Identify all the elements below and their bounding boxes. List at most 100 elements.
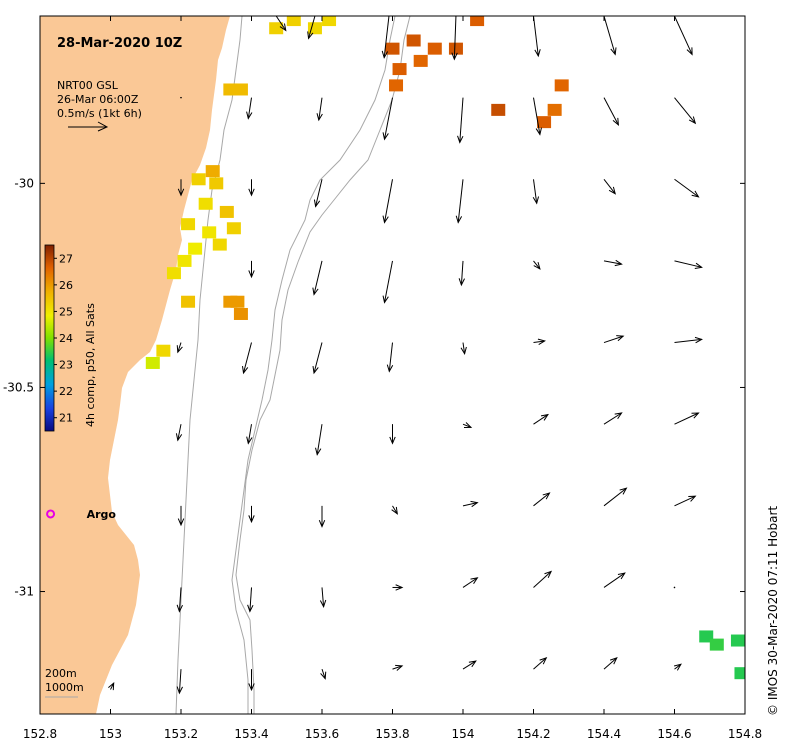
colorbar [44, 244, 55, 432]
vector-head [458, 278, 465, 287]
current-vector [177, 179, 185, 197]
vector-shaft [533, 657, 547, 670]
vector-head [382, 215, 389, 224]
vector-head [389, 436, 396, 445]
current-dot [673, 586, 676, 589]
vector-head [534, 49, 541, 58]
sst-cell [470, 16, 485, 27]
sst-cell [202, 226, 217, 239]
vector-head [608, 186, 616, 195]
colorbar-tick-label: 25 [59, 305, 73, 318]
vector-head [616, 335, 625, 342]
vector-head [688, 495, 697, 502]
vector-head [544, 570, 553, 579]
vector-shaft [674, 663, 682, 670]
vector-head [382, 132, 389, 141]
vector-shaft [533, 16, 539, 57]
vector-shaft [603, 657, 618, 670]
vector-shaft [603, 178, 616, 194]
vector-head [175, 433, 183, 442]
vector-shaft [388, 342, 393, 372]
current-vector [381, 16, 390, 59]
vector-head [451, 52, 458, 61]
current-vector [176, 342, 183, 354]
sst-cell [219, 205, 234, 218]
current-vector [462, 422, 473, 429]
current-vector [242, 342, 252, 375]
map-title: 28-Mar-2020 10Z [57, 36, 182, 51]
vector-head [315, 447, 322, 456]
vector-head [313, 199, 321, 208]
current-vector [391, 505, 398, 515]
sst-cell [699, 630, 714, 643]
current-vector [108, 681, 115, 691]
vector-head [312, 287, 319, 296]
vector-shaft [318, 97, 323, 121]
vector-head [691, 412, 700, 419]
current-vector [382, 260, 393, 304]
vector-head [391, 506, 398, 515]
current-vector [462, 500, 479, 508]
current-vector [176, 587, 183, 613]
current-vector [674, 495, 697, 507]
vector-shaft [392, 665, 403, 670]
vector-shaft [603, 412, 622, 425]
vector-head [540, 413, 549, 421]
vector-shaft [603, 572, 626, 588]
x-tick-label: 153.4 [234, 727, 268, 741]
vector-head [614, 259, 623, 267]
vector-head [533, 262, 541, 270]
sst-cell [554, 79, 569, 92]
vector-shaft [384, 260, 393, 303]
current-vector [673, 663, 682, 671]
vector-shaft [674, 412, 699, 425]
argo-label: Argo [87, 508, 117, 521]
axis-ticks: 152.8 153 153.2 153.4 153.6 153.8 154 154.2 154.… [3, 16, 762, 741]
y-tick-label: -30.5 [3, 380, 34, 394]
vector-shaft [603, 97, 619, 126]
current-vector [307, 16, 316, 40]
x-tick-label: 153 [99, 727, 122, 741]
vector-head [532, 196, 540, 205]
current-vector [389, 424, 396, 445]
credit-text: © IMOS 30-Mar-2020 07:11 Hobart [766, 506, 780, 716]
current-vector [248, 179, 255, 197]
vector-head [460, 346, 467, 356]
vector-head [610, 47, 617, 56]
current-vector [674, 336, 703, 344]
current-vector [319, 587, 327, 608]
vector-head [457, 135, 464, 144]
vector-shaft [674, 16, 693, 55]
current-vector [457, 97, 464, 144]
current-vector [382, 97, 393, 141]
vector-head [246, 436, 253, 445]
current-vector [176, 669, 183, 695]
current-vector [533, 570, 553, 588]
colorbar-label: 4h comp, p50, All Sats [84, 303, 97, 427]
y-tick-label: -30 [14, 176, 34, 190]
vector-head [382, 295, 389, 304]
sst-cell [385, 42, 400, 55]
sst-cell [209, 177, 224, 190]
vector-shaft [313, 260, 323, 295]
vector-shaft [321, 668, 326, 679]
vector-shaft [460, 260, 464, 285]
x-tick-label: 154.4 [587, 727, 621, 741]
vector-head [539, 657, 548, 665]
vector-head [176, 686, 183, 695]
vector-head [612, 117, 620, 126]
current-vector [248, 505, 255, 524]
vector-shaft [459, 97, 464, 143]
current-vectors [108, 16, 703, 695]
vector-shaft [533, 97, 541, 135]
vector-shaft [384, 179, 393, 223]
vector-shaft [674, 260, 702, 268]
current-vector [603, 178, 616, 195]
sst-cell [177, 254, 192, 267]
vector-shaft [603, 16, 616, 55]
vector-shaft [674, 178, 699, 198]
sst-cell [269, 22, 284, 35]
sst-cell [205, 165, 220, 178]
current-vector [462, 577, 479, 588]
